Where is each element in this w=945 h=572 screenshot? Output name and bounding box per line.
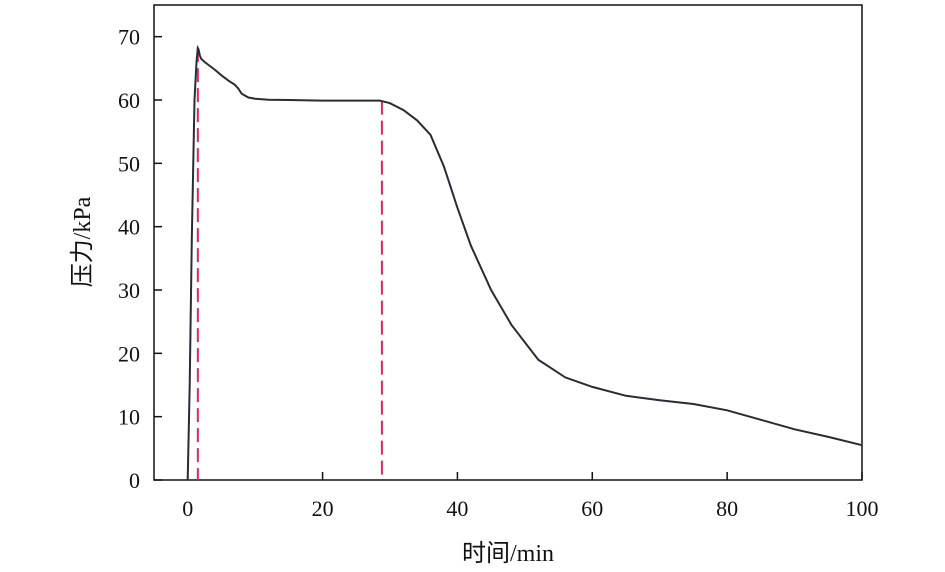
x-tick-label: 100 xyxy=(846,496,879,521)
y-axis: 0 10 20 30 40 50 60 70 xyxy=(118,25,162,493)
y-tick-label: 30 xyxy=(118,278,140,303)
x-tick-label: 60 xyxy=(581,496,603,521)
x-tick-label: 20 xyxy=(312,496,334,521)
x-axis-title: 时间/min xyxy=(462,540,554,567)
y-tick-label: 60 xyxy=(118,88,140,113)
y-tick-label: 40 xyxy=(118,215,140,240)
y-tick-label: 50 xyxy=(118,151,140,176)
x-tick-label: 80 xyxy=(716,496,738,521)
x-axis: 0 20 40 60 80 100 xyxy=(182,472,879,521)
y-tick-label: 10 xyxy=(118,405,140,430)
x-tick-label: 0 xyxy=(182,496,193,521)
annotation-layer xyxy=(196,48,383,480)
plot-frame xyxy=(153,4,863,481)
y-tick-label: 70 xyxy=(118,25,140,50)
y-tick-label: 20 xyxy=(118,341,140,366)
x-tick-label: 40 xyxy=(446,496,468,521)
y-tick-label: 0 xyxy=(129,468,140,493)
y-axis-title: 压力/kPa xyxy=(69,196,96,287)
series-line xyxy=(186,44,863,481)
